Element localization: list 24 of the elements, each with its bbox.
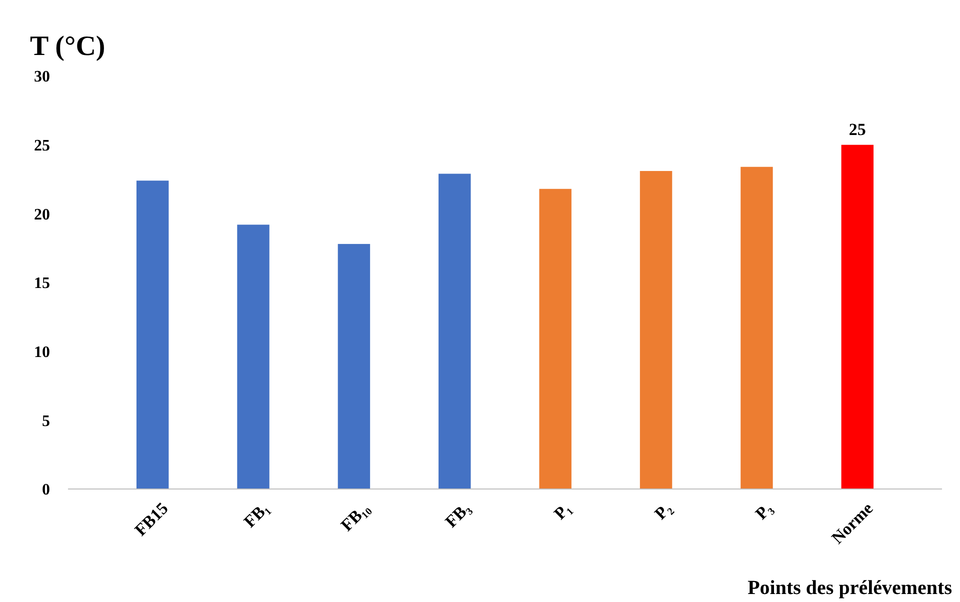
x-tick-label: P₃ <box>752 498 776 524</box>
x-axis-title: Points des prélévements <box>748 577 952 599</box>
y-tick-label: 30 <box>34 68 50 86</box>
y-tick-label: 20 <box>34 206 50 224</box>
y-tick-label: 15 <box>34 275 50 292</box>
x-tick-label: FB₁₀ <box>337 498 374 535</box>
bar <box>438 174 471 489</box>
bar <box>740 166 773 489</box>
y-tick-label: 0 <box>42 482 50 499</box>
x-tick-label: P₂ <box>650 498 676 524</box>
y-tick-label: 25 <box>34 137 50 154</box>
y-tick-label: 10 <box>34 344 50 361</box>
x-tick-label: P₁ <box>550 498 575 524</box>
y-axis-title: T (°C) <box>30 31 106 62</box>
data-label: 25 <box>848 120 866 139</box>
x-tick-label: FB₁ <box>240 498 273 532</box>
bar <box>539 188 572 489</box>
bar <box>237 224 270 489</box>
bar <box>841 144 874 489</box>
bar <box>338 244 370 489</box>
bar <box>136 180 169 489</box>
x-tick-label: FB₃ <box>441 498 474 532</box>
bar <box>640 170 672 489</box>
y-tick-label: 5 <box>42 412 50 430</box>
